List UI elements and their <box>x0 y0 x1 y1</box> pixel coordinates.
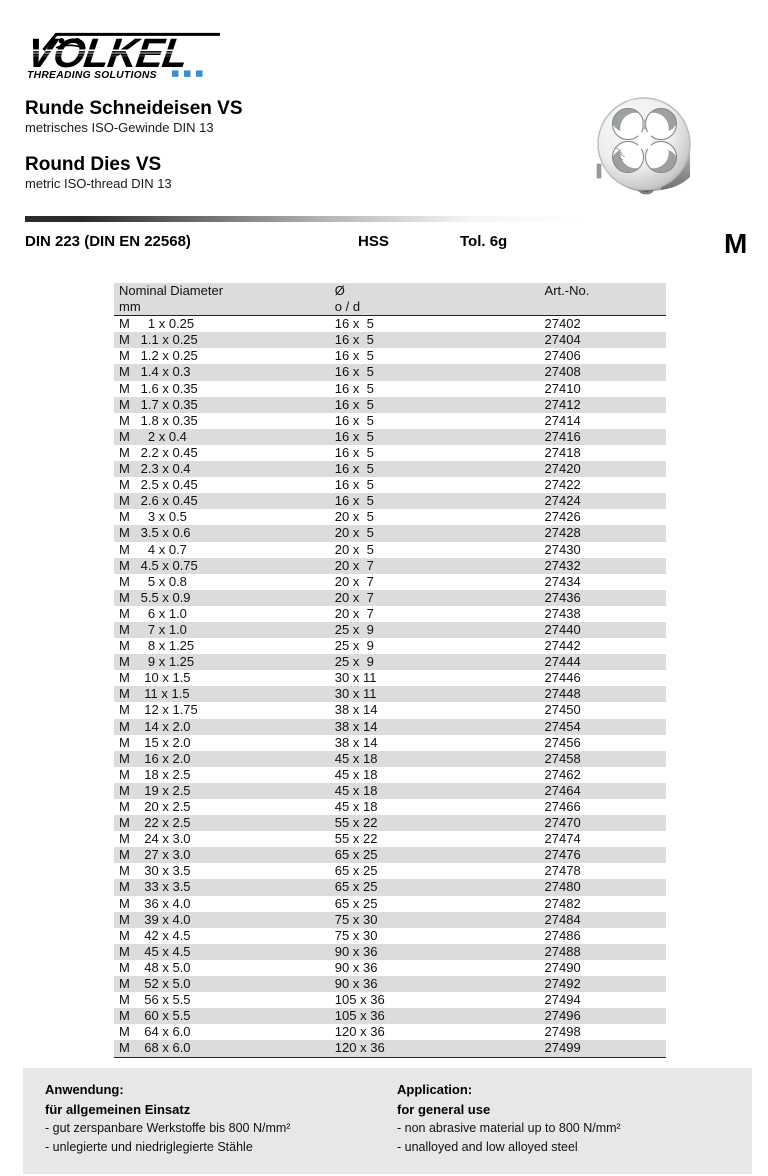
svg-text:THREADING SOLUTIONS: THREADING SOLUTIONS <box>27 70 157 81</box>
